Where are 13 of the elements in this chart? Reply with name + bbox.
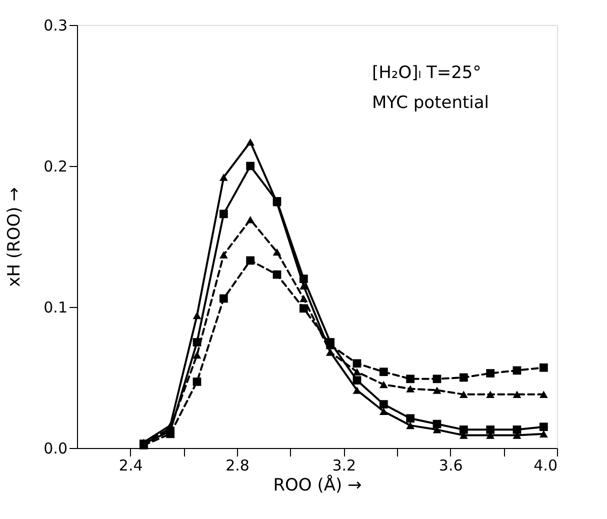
- annotation: MYC potential: [372, 93, 490, 113]
- x-tick-label: 3.6: [438, 456, 463, 474]
- y-tick-label: 0.0: [44, 440, 68, 458]
- x-tick-label: 2.4: [118, 456, 143, 474]
- x-tick-label: 2.8: [226, 456, 250, 474]
- x-tick-label: 4.0: [534, 456, 558, 474]
- annotation: [H₂O]ₗ T=25°: [372, 63, 482, 83]
- y-tick-label: 0.2: [44, 158, 68, 176]
- y-tick-label: 0.1: [44, 298, 68, 316]
- x-axis-title: ROO (Å) →: [273, 474, 362, 496]
- y-tick-label: 0.3: [44, 16, 68, 34]
- y-axis-title: xH (ROO) →: [4, 187, 25, 287]
- x-tick-label: 3.2: [332, 456, 356, 474]
